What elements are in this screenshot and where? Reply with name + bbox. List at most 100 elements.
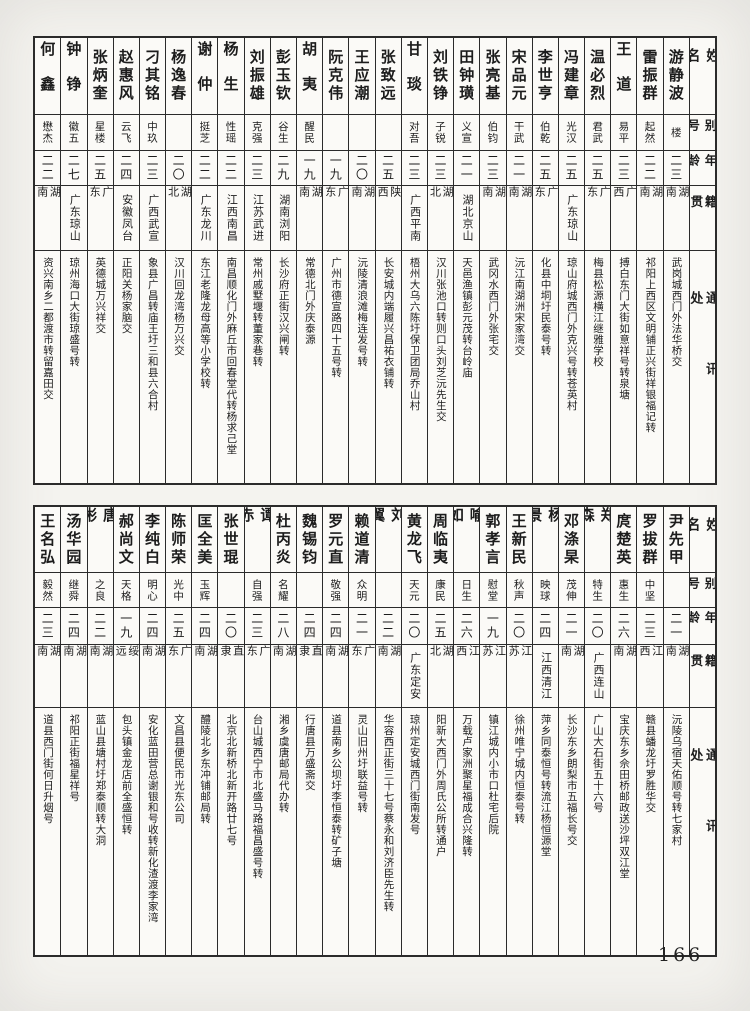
person-origin-cell: 湖北京山 [454,186,480,251]
person-age-cell: 一九 [480,608,506,645]
person-age-cell: 二五 [375,151,401,186]
person-alias-cell: 自强 [244,573,270,608]
person-column: 喻如 日生 二六 江西 万载卢家洲聚星福成合兴隆转 [453,507,480,955]
person-alias-cell: 光中 [166,573,192,608]
person-address-cell: 道县西门街何日升烟号 [42,714,55,824]
person-name-cell: 张世琨 [218,507,244,573]
person-age-cell: 二〇 [218,608,244,645]
person-column: 张炳奎 星楼 二五 广东 英德城万兴祥交 [86,38,113,483]
person-address-cell: 灵山旧州圩联益号转 [356,714,369,813]
person-name-cell: 赵惠风 [113,38,139,115]
person-origin-cell: 直隶 [297,645,323,708]
person-name-cell: 黄龙飞 [401,507,427,573]
person-age-cell: 二五 [558,151,585,186]
person-age-cell: 二一 [558,608,585,645]
person-alias-cell: 易平 [611,115,637,151]
person-name-cell: 王道 [611,38,637,115]
person-alias-cell: 毅然 [35,573,61,608]
person-origin-cell: 湖南 [349,186,375,251]
person-age-cell: 二六 [611,608,637,645]
person-age-cell: 二二 [35,151,61,186]
person-address-cell: 英德城万兴祥交 [94,257,107,334]
person-address-cell: 琼州定安城西门街南发号 [408,714,421,835]
person-name-cell: 杜丙炎 [270,507,296,573]
person-name-cell: 雷振群 [637,38,663,115]
person-column: 谭赤 自强 二三 广东 台山城西宁市北盛马路福昌盛号转 [243,507,270,955]
person-column: 杨生 性瑶 二二 江西南昌 南昌顺化门外麻丘市回春堂代转杨求己堂 [217,38,244,483]
person-alias-cell: 起然 [637,115,663,151]
person-origin-cell: 湖南 [270,645,296,708]
person-alias-cell: 谷生 [270,115,296,151]
person-alias-cell: 天元 [401,573,427,608]
person-origin-cell: 江西南昌 [218,186,244,251]
table-header-column: 姓名 别号 年龄 籍贯 通讯处 [688,38,715,483]
person-alias-cell [166,115,192,151]
person-origin-cell: 广东 [532,186,558,251]
person-column: 尹先甲 二一 湖南 沅陵乌宿天佑顺号转七家村 [662,507,689,955]
person-name-cell: 胡夷 [297,38,323,115]
person-column: 张亮基 伯钧 二三 湖南 武冈水西门外张宅交 [479,38,506,483]
person-name-cell: 庹楚英 [611,507,637,573]
person-age-cell: 二一 [663,608,689,645]
person-name-cell: 匡全美 [192,507,218,573]
header-name-label: 姓名 [689,507,715,573]
person-origin-cell: 广西 [611,186,637,251]
person-name-cell: 李纯白 [139,507,166,573]
person-name-cell: 田钟璜 [454,38,480,115]
person-address-cell: 包头镇金龙店前全盛恒转 [120,714,133,835]
person-age-cell: 二三 [480,151,506,186]
person-column: 郭孝言 慰堂 一九 江苏 镇江城内小市口杜宅后院 [479,507,506,955]
person-column: 匡全美 玉辉 二四 湖南 醴陵北乡东冲铺邮局转 [191,507,218,955]
header-alias-label: 别号 [689,573,715,608]
person-address-cell: 搏白东门大街如意祥号转泉塘 [618,257,631,400]
person-name-cell: 王新民 [506,507,532,573]
person-alias-cell [218,573,244,608]
person-alias-cell: 挺芝 [192,115,218,151]
person-alias-cell: 星楼 [87,115,113,151]
person-address-cell: 汉川张池口转则口头刘芝沅先生交 [434,257,447,422]
person-age-cell: 二四 [139,608,166,645]
person-alias-cell: 干武 [506,115,532,151]
person-age-cell: 二四 [61,608,87,645]
person-column: 甘琰 对吾 二三 广西平南 梧州大乌六陈圩保卫团局乔山村 [400,38,427,483]
person-column: 邓涤杲 茂伸 二一 湖南 长沙东乡朗梨市五福长号交 [557,507,585,955]
person-age-cell: 二五 [166,608,192,645]
person-alias-cell: 康民 [427,573,454,608]
person-column: 胡夷 醒民 一九 湖南 常德北门外庆泰源 [296,38,323,483]
person-origin-cell: 广东 [323,186,349,251]
person-address-cell: 祁阳正街福星祥号 [68,714,81,802]
person-origin-cell: 江苏武进 [244,186,270,251]
person-origin-cell: 广东龙川 [192,186,218,251]
person-name-cell: 唐彬 [87,507,113,573]
person-alias-cell [323,115,349,151]
person-age-cell: 二〇 [401,608,427,645]
person-name-cell: 尹先甲 [663,507,689,573]
person-column: 赵惠风 云飞 二四 安徽凤台 正阳关杨家脑交 [112,38,139,483]
person-age-cell: 一九 [297,151,323,186]
person-alias-cell: 云飞 [113,115,139,151]
person-name-cell: 张炳奎 [87,38,113,115]
person-column: 黄龙飞 天元 二〇 广东定安 琼州定安城西门街南发号 [400,507,427,955]
person-name-cell: 钟铮 [61,38,87,115]
person-origin-cell: 广东定安 [401,645,427,708]
person-alias-cell: 敬强 [323,573,349,608]
person-origin-cell: 湖南 [663,186,689,251]
person-address-cell: 化县中垌圩民泰号转 [539,257,552,356]
person-age-cell: 二四 [113,151,139,186]
person-origin-cell: 湖南 [192,645,218,708]
person-column: 何鑫 懋杰 二二 湖南 资兴南乡二都渡市转留嘉田交 [35,38,61,483]
person-age-cell: 二〇 [506,608,532,645]
person-column: 汤华园 继舜 二四 湖南 祁阳正街福星祥号 [60,507,87,955]
person-address-cell: 宝庆东乡佘田桥邮政送沙坪双江堂 [618,714,631,879]
person-origin-cell: 安徽凤台 [113,186,139,251]
person-name-cell: 谢仲 [192,38,218,115]
person-alias-cell: 中玖 [139,115,166,151]
person-column: 李纯白 明心 二四 湖南 安化蓝田营总谢银和号收转新化渣渡李家湾 [138,507,166,955]
person-address-cell: 常德北门外庆泰源 [303,257,316,345]
person-origin-cell: 江西 [637,645,663,708]
person-address-cell: 沅江南湖洲宋家湾交 [513,257,526,356]
person-origin-cell: 湖南 [323,645,349,708]
person-origin-cell: 湖南 [35,645,61,708]
person-name-cell: 甘琰 [401,38,427,115]
